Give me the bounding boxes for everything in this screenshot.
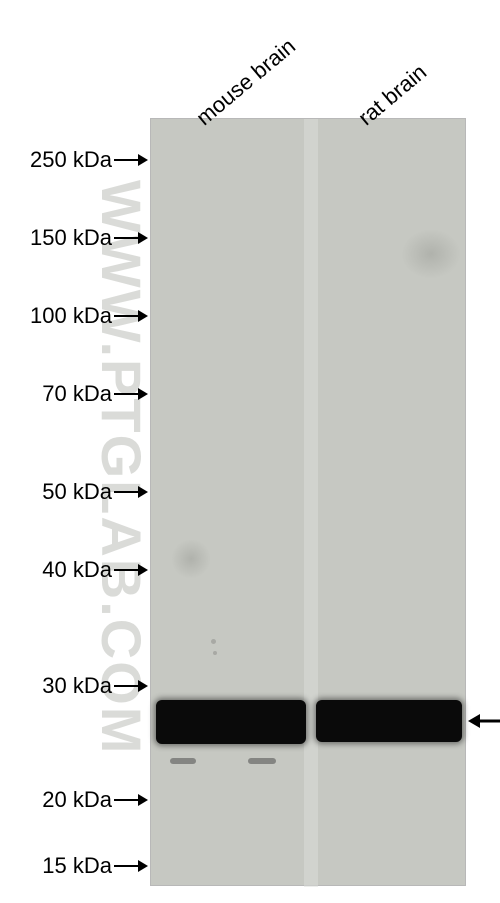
arrow-right-icon	[114, 792, 148, 808]
mw-marker: 40 kDa	[0, 558, 148, 582]
mw-label: 15 kDa	[0, 853, 112, 879]
arrow-right-icon	[114, 308, 148, 324]
arrow-right-icon	[114, 484, 148, 500]
mw-label: 150 kDa	[0, 225, 112, 251]
mw-label: 250 kDa	[0, 147, 112, 173]
arrow-right-icon	[114, 152, 148, 168]
mw-marker: 70 kDa	[0, 382, 148, 406]
blot-smudge	[401, 229, 461, 279]
watermark: WWW.PTGLAB.COM	[89, 180, 154, 755]
mw-label: 30 kDa	[0, 673, 112, 699]
band-pointer-arrow-icon	[468, 712, 500, 735]
lane-separator	[304, 119, 318, 887]
mw-label: 100 kDa	[0, 303, 112, 329]
band-lane-2	[316, 700, 462, 742]
figure-root: WWW.PTGLAB.COM mouse brain rat brain 250…	[0, 0, 500, 903]
lane-label-1: mouse brain	[191, 33, 300, 131]
arrow-right-icon	[114, 678, 148, 694]
arrow-right-icon	[114, 858, 148, 874]
mw-label: 50 kDa	[0, 479, 112, 505]
mw-label: 40 kDa	[0, 557, 112, 583]
mw-marker: 150 kDa	[0, 226, 148, 250]
mw-label: 20 kDa	[0, 787, 112, 813]
mw-marker: 250 kDa	[0, 148, 148, 172]
mw-marker: 100 kDa	[0, 304, 148, 328]
blot-speckle	[211, 639, 216, 644]
band-lane-1	[156, 700, 306, 744]
blot-smudge	[171, 539, 211, 579]
mw-label: 70 kDa	[0, 381, 112, 407]
mw-marker: 30 kDa	[0, 674, 148, 698]
arrow-right-icon	[114, 562, 148, 578]
mw-marker: 15 kDa	[0, 854, 148, 878]
arrow-right-icon	[114, 230, 148, 246]
blot-speckle	[213, 651, 217, 655]
faint-band	[170, 758, 196, 764]
arrow-right-icon	[114, 386, 148, 402]
blot-membrane	[150, 118, 466, 886]
mw-marker: 50 kDa	[0, 480, 148, 504]
mw-marker: 20 kDa	[0, 788, 148, 812]
faint-band	[248, 758, 276, 764]
